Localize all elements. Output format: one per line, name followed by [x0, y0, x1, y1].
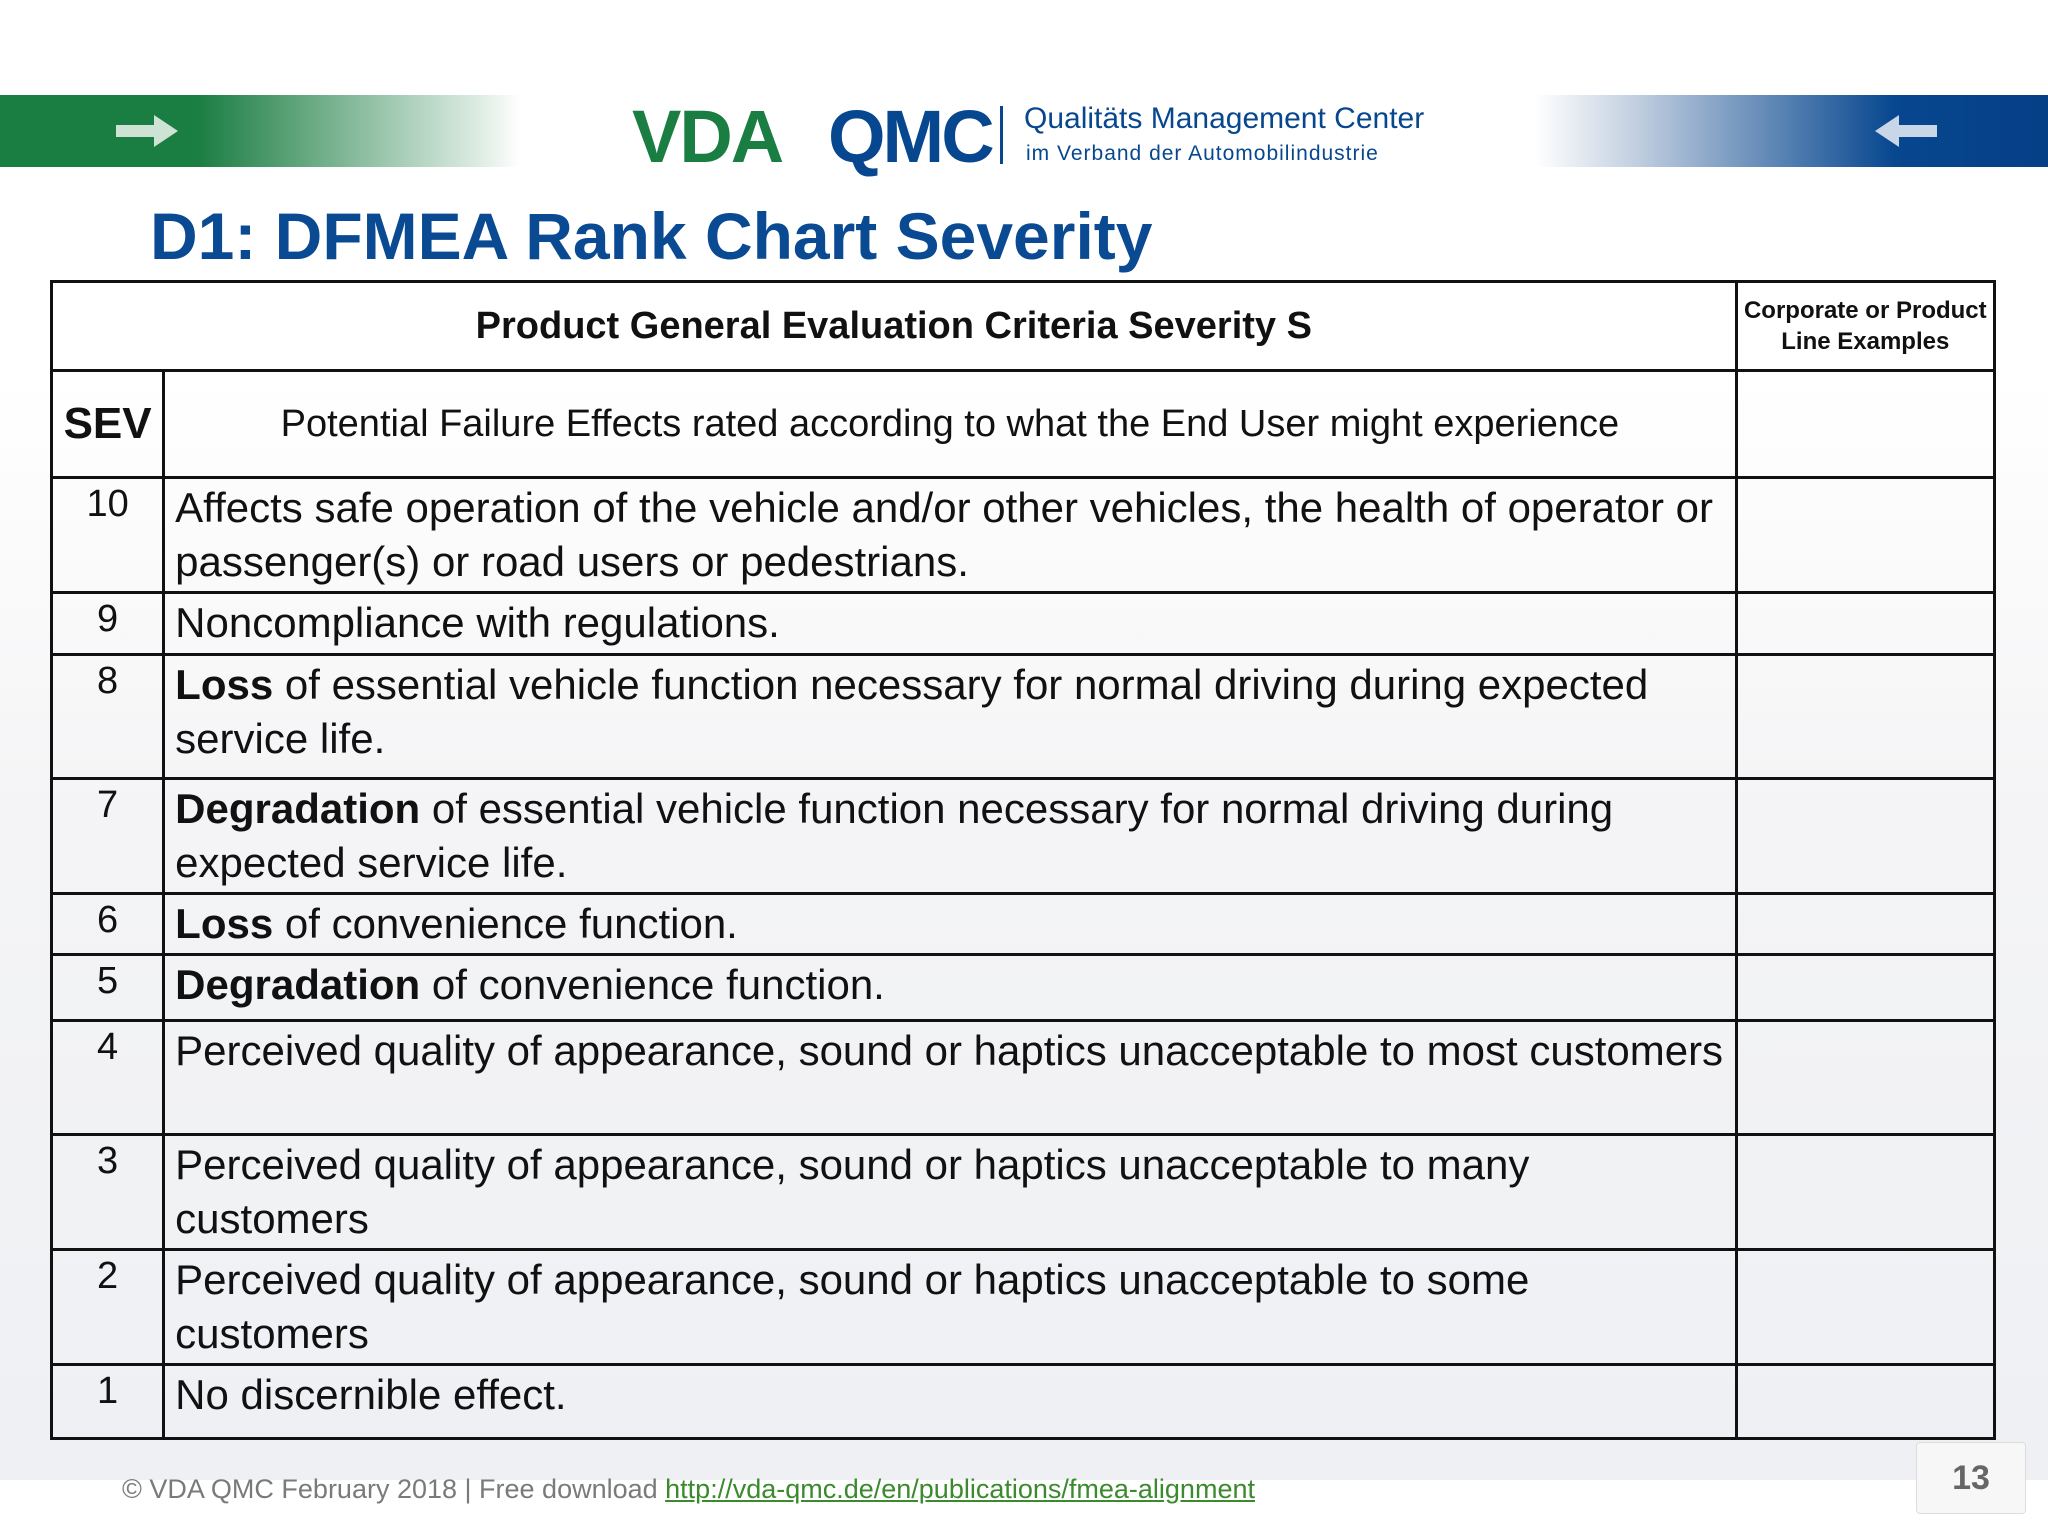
emphasis-text: Degradation	[175, 785, 421, 832]
description-text: Perceived quality of appearance, sound o…	[175, 1141, 1530, 1242]
failure-effect-description: Degradation of essential vehicle functio…	[162, 777, 1738, 895]
sev-value: 8	[49, 653, 166, 780]
arrow-left-icon	[1875, 115, 1937, 147]
description-text: Perceived quality of appearance, sound o…	[175, 1027, 1724, 1074]
footer: © VDA QMC February 2018 | Free download …	[122, 1474, 1255, 1505]
failure-effect-description: Affects safe operation of the vehicle an…	[162, 476, 1738, 594]
logo-qmc: QMC	[828, 95, 995, 178]
examples-cell	[1734, 653, 1997, 780]
sev-value: 2	[49, 1248, 166, 1366]
failure-effect-description: Noncompliance with regulations.	[162, 591, 1738, 656]
table-row: 3 Perceived quality of appearance, sound …	[49, 1133, 1997, 1251]
examples-cell	[1734, 777, 1997, 895]
header-examples: Corporate or Product Line Examples	[1734, 280, 1997, 372]
failure-effect-description: No discernible effect.	[162, 1363, 1738, 1440]
table-row: 9 Noncompliance with regulations.	[49, 591, 1997, 656]
footer-link[interactable]: http://vda-qmc.de/en/publications/fmea-a…	[665, 1474, 1255, 1504]
potential-effects-label: Potential Failure Effects rated accordin…	[162, 369, 1738, 479]
failure-effect-description: Loss of convenience function.	[162, 892, 1738, 956]
description-text: No discernible effect.	[175, 1371, 567, 1418]
sev-value: 5	[49, 953, 166, 1022]
emphasis-text: Degradation	[175, 961, 421, 1008]
examples-cell	[1734, 369, 1997, 479]
failure-effect-description: Perceived quality of appearance, sound o…	[162, 1248, 1738, 1366]
examples-cell	[1734, 1019, 1997, 1136]
footer-copyright: © VDA QMC February 2018 | Free download	[122, 1474, 666, 1504]
examples-cell	[1734, 1133, 1997, 1251]
failure-effect-description: Perceived quality of appearance, sound o…	[162, 1019, 1738, 1136]
table-row: 5 Degradation of convenience function.	[49, 953, 1997, 1022]
sev-value: 6	[49, 892, 166, 956]
emphasis-text: Loss	[175, 661, 274, 708]
logo-separator	[1000, 106, 1003, 164]
description-text: of essential vehicle function necessary …	[175, 785, 1614, 886]
failure-effect-description: Perceived quality of appearance, sound o…	[162, 1133, 1738, 1251]
failure-effect-description: Loss of essential vehicle function neces…	[162, 653, 1738, 780]
failure-effect-description: Degradation of convenience function.	[162, 953, 1738, 1022]
emphasis-text: Loss	[175, 900, 274, 947]
table-row: 10 Affects safe operation of the vehicle …	[49, 476, 1997, 594]
sev-value: 10	[49, 476, 166, 594]
examples-cell	[1734, 591, 1997, 656]
description-text: Affects safe operation of the vehicle an…	[175, 484, 1714, 585]
examples-cell	[1734, 476, 1997, 594]
table-row: 8 Loss of essential vehicle function nece…	[49, 653, 1997, 780]
examples-cell	[1734, 1248, 1997, 1366]
sev-value: 3	[49, 1133, 166, 1251]
vda-qmc-logo: VDA QMC Qualitäts Management Center im V…	[632, 92, 1432, 178]
table-row: 1 No discernible effect.	[49, 1363, 1997, 1440]
description-text: of convenience function.	[420, 961, 885, 1008]
table-subheader-row: SEV Potential Failure Effects rated acco…	[49, 369, 1997, 479]
table-row: 4 Perceived quality of appearance, sound …	[49, 1019, 1997, 1136]
sev-value: 4	[49, 1019, 166, 1136]
severity-table: Product General Evaluation Criteria Seve…	[49, 280, 1997, 1440]
logo-line-1: Qualitäts Management Center	[1024, 102, 1425, 135]
table-row: 6 Loss of convenience function.	[49, 892, 1997, 956]
sev-value: 7	[49, 777, 166, 895]
description-text: Perceived quality of appearance, sound o…	[175, 1256, 1530, 1357]
examples-cell	[1734, 1363, 1997, 1440]
page-title: D1: DFMEA Rank Chart Severity	[150, 199, 1153, 273]
table-header-row: Product General Evaluation Criteria Seve…	[50, 280, 1997, 372]
examples-cell	[1734, 892, 1997, 956]
sev-label: SEV	[49, 369, 166, 479]
sev-value: 9	[49, 591, 166, 656]
logo-line-2: im Verband der Automobilindustrie	[1026, 142, 1379, 165]
header-banner-left	[0, 95, 520, 167]
page-number: 13	[1916, 1442, 2026, 1514]
description-text: of convenience function.	[273, 900, 738, 947]
table-row: 7 Degradation of essential vehicle functi…	[49, 777, 1997, 895]
table-row: 2 Perceived quality of appearance, sound …	[49, 1248, 1997, 1366]
arrow-right-icon	[116, 115, 178, 147]
sev-value: 1	[49, 1363, 166, 1440]
description-text: Noncompliance with regulations.	[175, 599, 780, 646]
description-text: of essential vehicle function necessary …	[175, 661, 1649, 762]
header-banner-right	[1535, 95, 2048, 167]
header-main: Product General Evaluation Criteria Seve…	[50, 280, 1738, 372]
logo-vda: VDA	[632, 95, 784, 178]
examples-cell	[1734, 953, 1997, 1022]
